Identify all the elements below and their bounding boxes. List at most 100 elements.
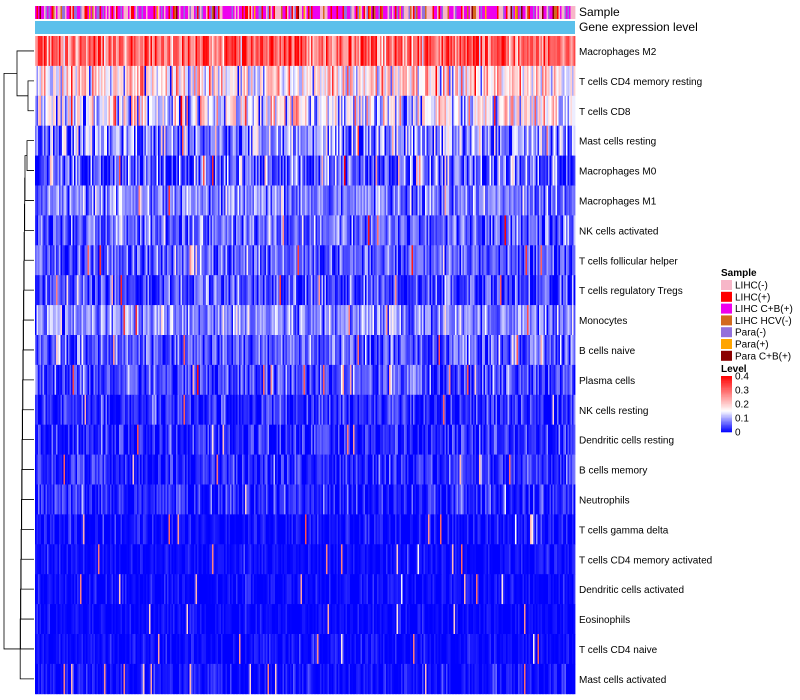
heatmap-cell (465, 95, 468, 127)
heatmap-cell (204, 364, 207, 396)
heatmap-cell (299, 95, 301, 127)
heatmap-cell (114, 394, 117, 426)
heatmap-cell (276, 185, 279, 216)
heatmap-cell (306, 335, 309, 366)
heatmap-cell (519, 245, 522, 276)
heatmap-cell (312, 95, 315, 127)
heatmap-cell (332, 364, 334, 396)
heatmap-cell (345, 125, 348, 156)
heatmap-cell (183, 335, 186, 366)
heatmap-cell (384, 275, 387, 306)
sample-cell (84, 6, 87, 19)
heatmap-cell (441, 364, 444, 396)
heatmap-cell (363, 245, 366, 276)
heatmap-cell (375, 305, 378, 336)
heatmap-cell (111, 36, 114, 67)
heatmap-cell (551, 65, 553, 97)
heatmap-cell (245, 275, 247, 306)
heatmap-cell (54, 335, 57, 366)
heatmap-cell (51, 364, 54, 396)
heatmap-cell (366, 335, 369, 366)
heatmap-cell (122, 364, 124, 396)
heatmap-cell (531, 364, 534, 396)
heatmap-cell (545, 275, 547, 306)
heatmap-cell (182, 155, 184, 186)
heatmap-cell (408, 185, 411, 216)
heatmap-cell (147, 215, 150, 246)
heatmap-cell (345, 245, 348, 276)
heatmap-cell (480, 215, 483, 246)
heatmap-cell (483, 364, 486, 396)
heatmap-cell (120, 95, 123, 127)
heatmap-cell (63, 155, 66, 186)
heatmap-cell (446, 65, 448, 97)
heatmap-cell (516, 215, 519, 246)
heatmap-cell (471, 36, 474, 67)
heatmap-cell (308, 36, 310, 67)
heatmap-cell (83, 215, 85, 246)
heatmap-cell (533, 275, 535, 306)
heatmap-cell (119, 185, 121, 216)
heatmap-cell (135, 125, 138, 156)
heatmap-cell (545, 215, 547, 246)
heatmap-cell (150, 394, 153, 426)
heatmap-cell (306, 245, 309, 276)
heatmap-cell (314, 245, 316, 276)
heatmap-cell (314, 275, 316, 306)
heatmap-cell (98, 155, 100, 186)
heatmap-cell (395, 215, 397, 246)
heatmap-cell (296, 36, 298, 67)
heatmap-cell (342, 155, 345, 186)
heatmap-cell (476, 215, 478, 246)
sample-cell (492, 6, 495, 19)
heatmap-cell (570, 335, 573, 366)
heatmap-cell (530, 36, 532, 67)
heatmap-cell (434, 185, 436, 216)
heatmap-cell (137, 364, 139, 396)
heatmap-cell (489, 305, 492, 336)
sample-cell (545, 6, 547, 19)
heatmap-cell (57, 185, 60, 216)
heatmap-cell (360, 275, 363, 306)
heatmap-cell (560, 305, 562, 336)
heatmap-cell (210, 125, 213, 156)
heatmap-cell (215, 335, 217, 366)
heatmap-cell (557, 335, 559, 366)
heatmap-cell (204, 95, 207, 127)
heatmap-cell (239, 185, 241, 216)
heatmap-cell (536, 155, 538, 186)
heatmap-cell (207, 275, 210, 306)
sample-cell (116, 6, 118, 19)
heatmap-cell (489, 185, 492, 216)
heatmap-cell (530, 125, 532, 156)
heatmap-cell (462, 335, 465, 366)
heatmap-cell (503, 215, 505, 246)
sample-cell (60, 6, 63, 19)
heatmap-cell (488, 245, 490, 276)
heatmap-cell (437, 36, 439, 67)
heatmap-cell (108, 95, 111, 127)
heatmap-cell (501, 95, 504, 127)
heatmap-cell (126, 125, 129, 156)
heatmap-cell (413, 335, 415, 366)
heatmap-cell (182, 394, 184, 426)
heatmap-cell (221, 36, 223, 67)
heatmap-cell (473, 125, 475, 156)
heatmap-cell (224, 364, 226, 396)
sample-cell (410, 6, 412, 19)
heatmap-cell (135, 36, 138, 67)
heatmap-cell (456, 36, 459, 67)
heatmap-cell (206, 36, 208, 67)
heatmap-cell (389, 394, 391, 426)
sample-cell (461, 6, 463, 19)
heatmap-cell (141, 36, 144, 67)
heatmap-cell (38, 36, 40, 67)
heatmap-cell (471, 215, 474, 246)
heatmap-cell (390, 335, 393, 366)
heatmap-cell (60, 275, 63, 306)
heatmap-cell (332, 65, 334, 97)
heatmap-cell (251, 335, 253, 366)
heatmap-cell (554, 275, 556, 306)
heatmap-cell (267, 394, 270, 426)
heatmap-cell (552, 155, 555, 186)
